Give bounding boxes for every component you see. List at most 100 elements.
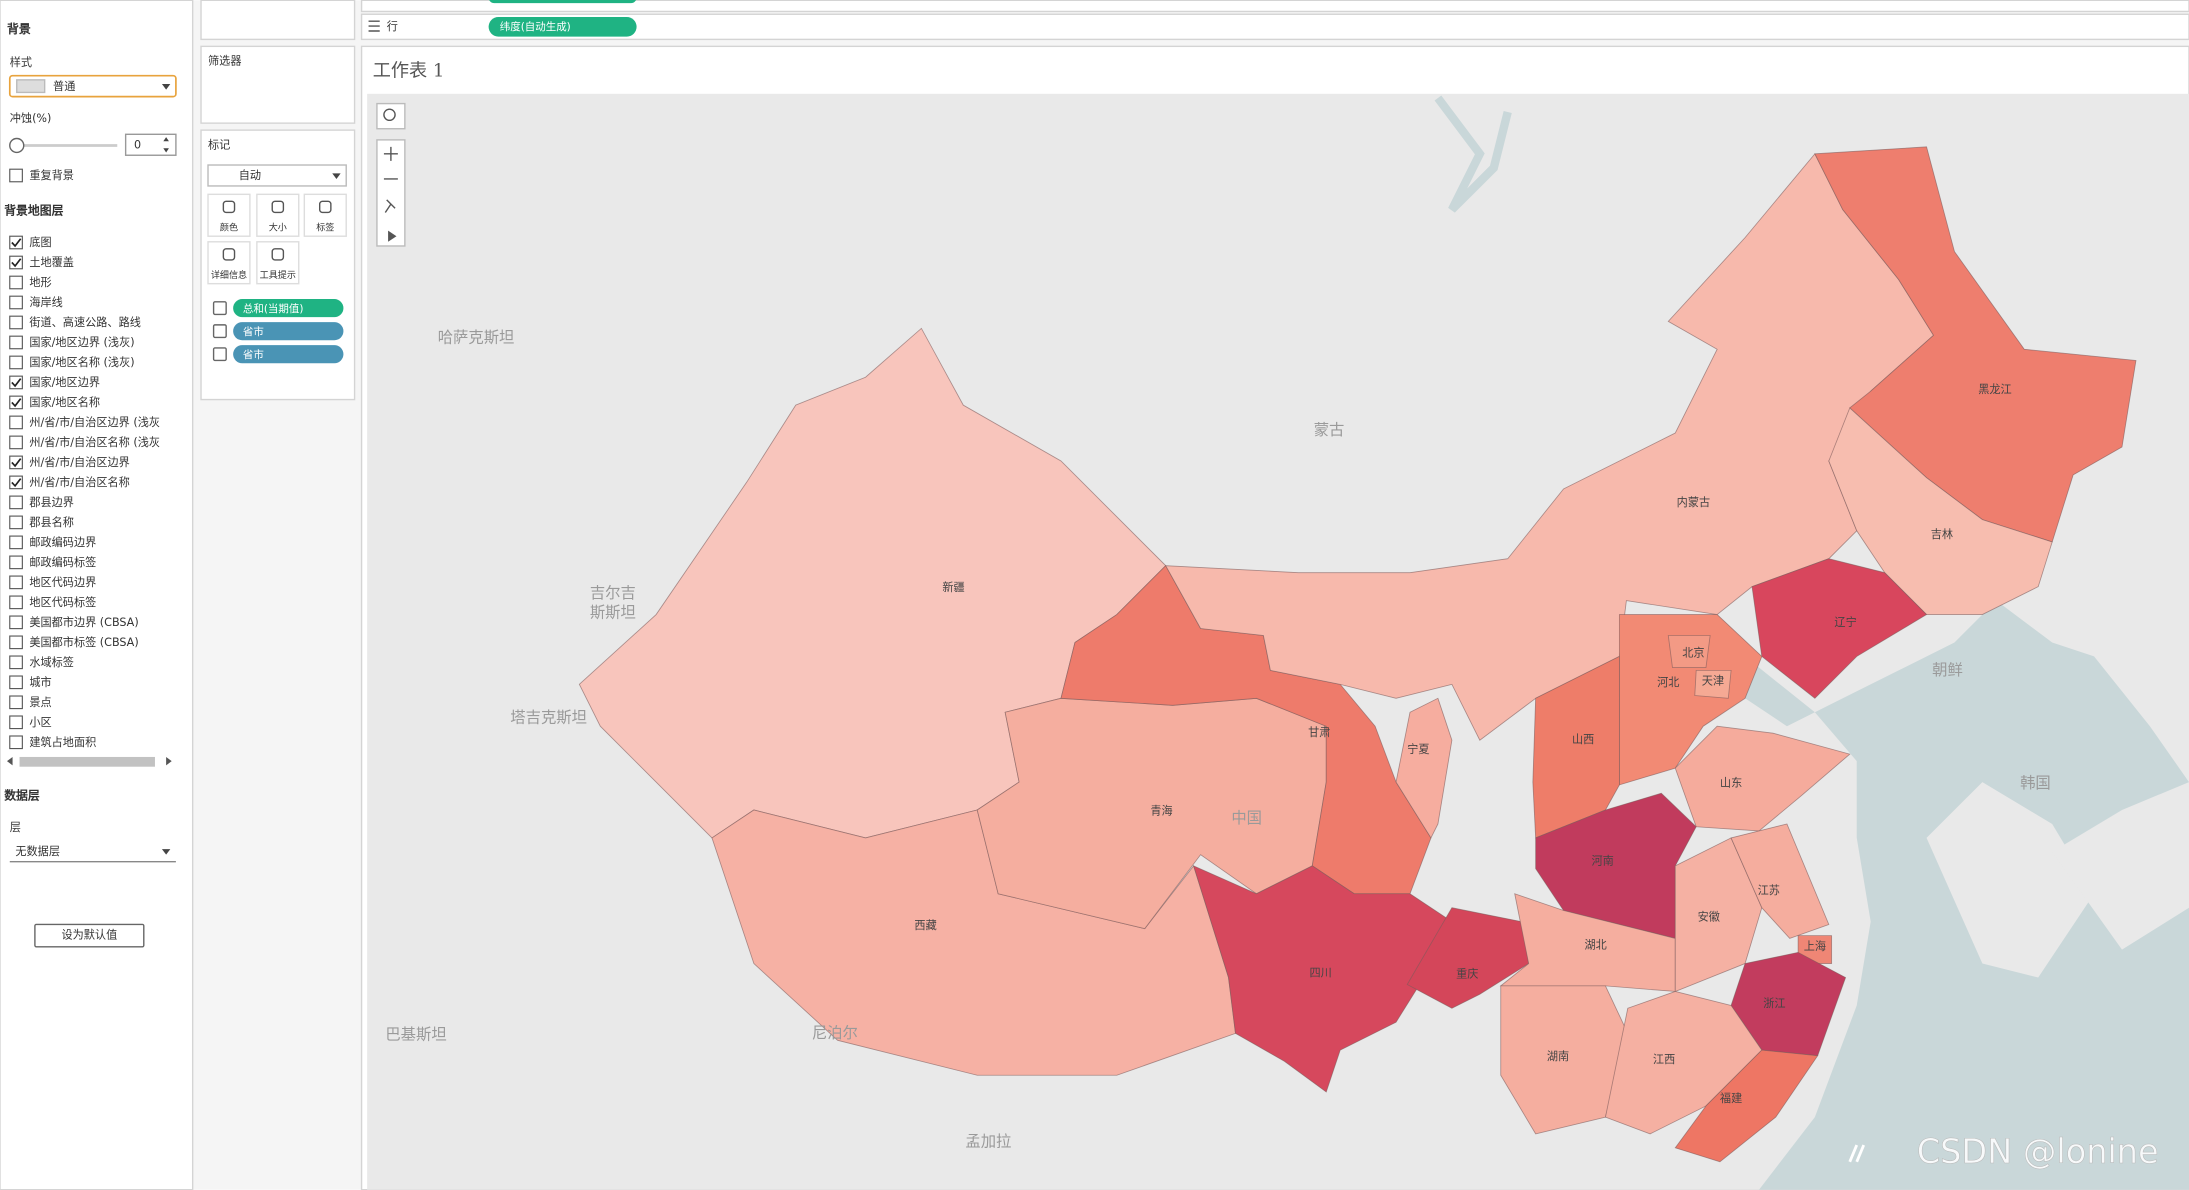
sea xyxy=(1577,600,2189,1190)
province[interactable] xyxy=(1667,635,1711,669)
province-label: 西藏 xyxy=(914,919,936,932)
dropdown-arrow xyxy=(161,84,171,90)
province-label: 辽宁 xyxy=(1834,615,1856,629)
layer-label: 郡县名称 xyxy=(29,515,74,529)
province[interactable] xyxy=(1751,558,1928,699)
checkbox[interactable] xyxy=(9,375,23,390)
country-label: 巴基斯坦 xyxy=(385,1025,446,1043)
checkbox[interactable] xyxy=(9,335,23,350)
button-label: 设为默认值 xyxy=(61,929,117,942)
country-label: 斯斯坦 xyxy=(590,604,636,622)
layer-label: 底图 xyxy=(29,235,51,249)
pill-text: 省市 xyxy=(243,325,264,338)
checkbox[interactable] xyxy=(9,675,23,690)
checkbox[interactable] xyxy=(9,575,23,590)
checkbox[interactable] xyxy=(9,535,23,550)
field-pill[interactable] xyxy=(233,345,344,364)
layer-label: 土地覆盖 xyxy=(29,255,74,269)
province-label: 吉林 xyxy=(1931,527,1953,541)
checkbox[interactable] xyxy=(9,435,23,450)
checkbox[interactable] xyxy=(9,395,23,410)
checkbox[interactable] xyxy=(9,275,23,290)
pill-text: 纬度(自动生成) xyxy=(500,20,571,33)
longitude-pill[interactable] xyxy=(489,0,637,4)
checkbox[interactable] xyxy=(9,315,23,330)
checkbox[interactable] xyxy=(9,295,23,310)
checkbox[interactable] xyxy=(9,635,23,650)
checkbox[interactable] xyxy=(9,515,23,530)
layer-label: 州/省/市/自治区边界 xyxy=(29,455,130,469)
washout-input[interactable] xyxy=(124,133,177,156)
checkbox[interactable] xyxy=(9,495,23,510)
province-label: 安徽 xyxy=(1698,909,1720,923)
mark-button[interactable] xyxy=(207,193,251,237)
province[interactable] xyxy=(1694,669,1732,699)
dropdown-arrow xyxy=(161,849,171,855)
country-label: 蒙古 xyxy=(1314,421,1345,439)
layer-label: 州/省/市/自治区名称 (浅灰 xyxy=(29,435,160,449)
checkmark xyxy=(11,478,22,488)
checkbox[interactable] xyxy=(9,475,23,490)
checkbox[interactable] xyxy=(9,615,23,630)
mark-icon xyxy=(222,200,236,214)
province-label: 福建 xyxy=(1720,1091,1742,1105)
province[interactable] xyxy=(1674,725,1851,832)
checkbox[interactable] xyxy=(9,455,23,470)
layer-label: 美国都市边界 (CBSA) xyxy=(29,615,138,629)
checkbox[interactable] xyxy=(9,355,23,370)
layer-label: 街道、高速公路、路线 xyxy=(29,315,141,329)
layer-label: 国家/地区名称 xyxy=(29,395,100,409)
province[interactable] xyxy=(1499,893,1676,992)
checkbox[interactable] xyxy=(9,555,23,570)
checkbox[interactable] xyxy=(9,595,23,610)
province-label: 上海 xyxy=(1804,939,1826,953)
pill-text: 总和(当期值) xyxy=(243,302,304,315)
checkbox[interactable] xyxy=(9,655,23,670)
country-label: 韩国 xyxy=(2020,774,2051,792)
rows-shelf xyxy=(360,13,2189,41)
checkbox[interactable] xyxy=(9,168,23,183)
country-label: 吉尔吉 xyxy=(590,584,636,602)
checkbox[interactable] xyxy=(9,415,23,430)
slider-thumb[interactable] xyxy=(9,137,25,154)
mark-button-label: 标签 xyxy=(316,221,334,233)
province[interactable] xyxy=(1395,697,1453,839)
default-button[interactable] xyxy=(34,923,145,948)
province[interactable] xyxy=(1192,865,1453,1093)
card-title: 标记 xyxy=(208,138,230,151)
pill-icon xyxy=(212,301,227,316)
province[interactable] xyxy=(1828,407,2053,615)
checkbox[interactable] xyxy=(9,715,23,730)
pill-text: 省市 xyxy=(243,348,264,361)
style-value: 普通 xyxy=(53,79,75,93)
checkmark xyxy=(11,238,22,248)
field-label: 冲蚀(%) xyxy=(10,111,52,125)
layer-label: 城市 xyxy=(29,675,51,689)
field-pill[interactable] xyxy=(488,17,637,37)
checkbox[interactable] xyxy=(9,235,23,250)
checkbox[interactable] xyxy=(9,255,23,270)
layer-value: 无数据层 xyxy=(15,844,60,858)
sheet-title: 工作表 1 xyxy=(373,60,445,81)
country-label: 尼泊尔 xyxy=(812,1024,858,1042)
mark-type-dropdown[interactable] xyxy=(207,164,347,187)
section-title: 背景地图层 xyxy=(4,204,63,218)
province-label: 湖南 xyxy=(1547,1050,1569,1063)
layer-label: 州/省/市/自治区边界 (浅灰 xyxy=(29,415,160,429)
checkbox[interactable] xyxy=(9,695,23,710)
province-label: 北京 xyxy=(1682,646,1704,660)
province[interactable] xyxy=(1730,823,1830,939)
layer-label: 邮政编码边界 xyxy=(29,535,96,549)
field-pill[interactable] xyxy=(233,322,344,341)
mark-button-label: 大小 xyxy=(269,221,287,233)
mark-button-label: 详细信息 xyxy=(211,269,247,281)
pill-icon xyxy=(212,324,227,339)
search-button[interactable] xyxy=(376,102,406,130)
province[interactable] xyxy=(1674,1049,1819,1163)
card-title: 筛选器 xyxy=(208,54,241,68)
style-dropdown[interactable] xyxy=(8,74,177,98)
field-pill[interactable] xyxy=(233,299,344,318)
checkbox[interactable] xyxy=(9,735,23,750)
